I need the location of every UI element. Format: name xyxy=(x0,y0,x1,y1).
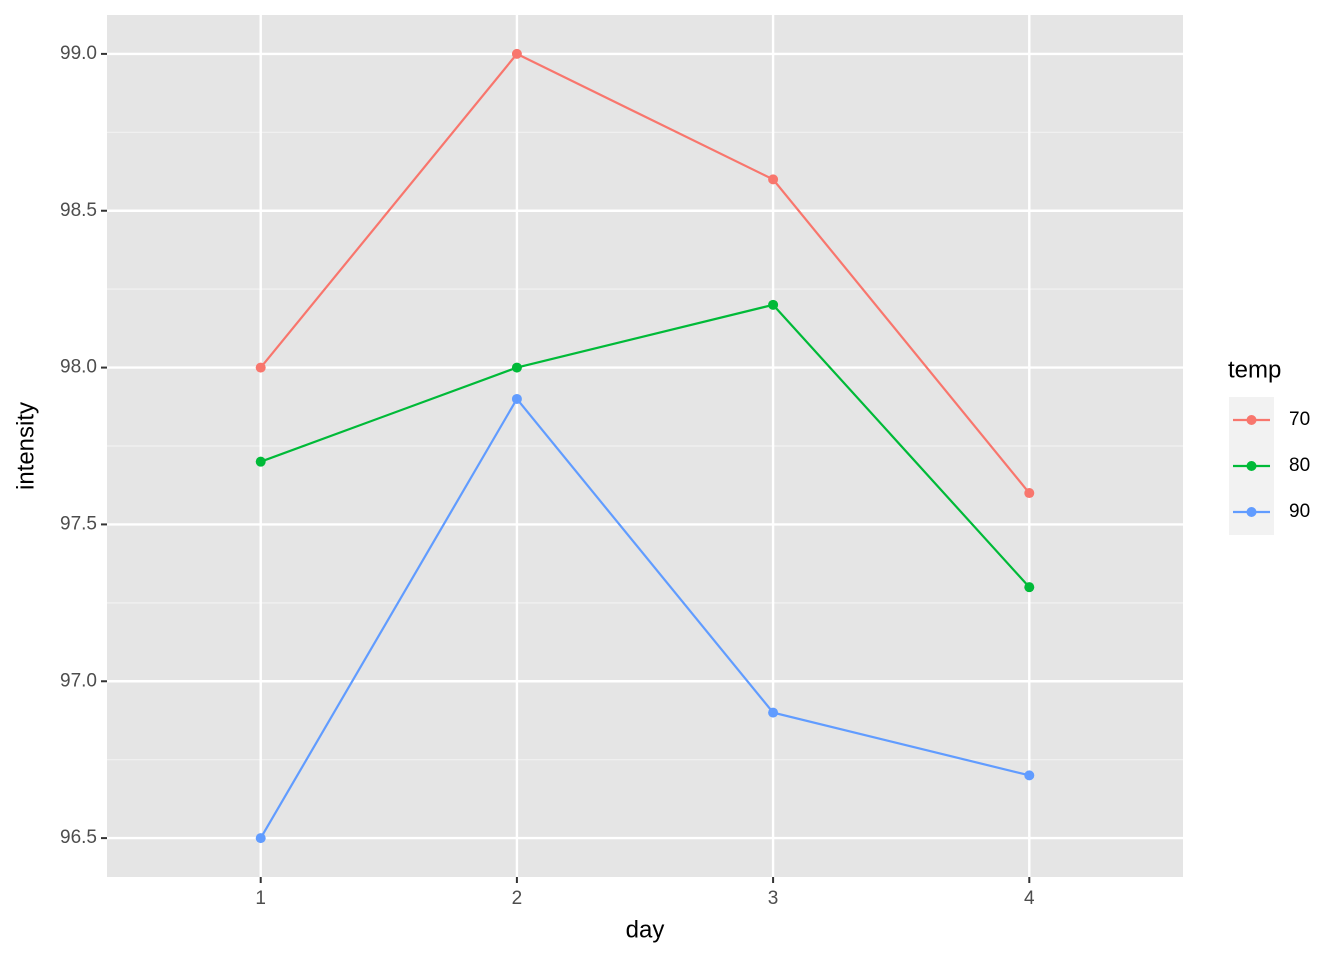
x-tick-label: 2 xyxy=(512,888,523,909)
data-point xyxy=(511,362,522,373)
legend-title: temp xyxy=(1228,356,1281,383)
data-point xyxy=(255,456,266,467)
y-tick-label: 98.0 xyxy=(60,357,97,378)
y-tick-label: 97.5 xyxy=(60,513,97,534)
legend-key-point xyxy=(1246,415,1257,425)
legend-label: 80 xyxy=(1289,455,1310,476)
x-tick-label: 3 xyxy=(768,888,779,909)
x-tick-label: 1 xyxy=(255,888,266,909)
series-line xyxy=(260,303,1031,588)
data-point xyxy=(768,707,779,718)
x-tick-label: 4 xyxy=(1024,888,1035,909)
data-point xyxy=(1024,488,1035,499)
data-point xyxy=(511,393,522,404)
y-axis-title: intensity xyxy=(12,402,39,490)
data-point xyxy=(255,833,266,844)
data-point xyxy=(511,48,522,59)
data-point xyxy=(768,174,779,185)
legend-label: 90 xyxy=(1289,501,1310,522)
y-tick-label: 98.5 xyxy=(60,200,97,221)
data-point xyxy=(1024,770,1035,781)
data-point xyxy=(1024,582,1035,593)
y-tick-label: 99.0 xyxy=(60,43,97,64)
legend-key-point xyxy=(1246,507,1257,517)
y-tick-label: 97.0 xyxy=(60,670,97,691)
legend-label: 70 xyxy=(1289,409,1310,430)
series-line xyxy=(259,52,1031,494)
data-point xyxy=(768,299,779,310)
x-axis-title: day xyxy=(626,916,665,943)
y-tick-label: 96.5 xyxy=(60,827,97,848)
data-point xyxy=(255,362,266,373)
series-line xyxy=(259,397,1030,839)
legend-key-point xyxy=(1246,461,1257,471)
